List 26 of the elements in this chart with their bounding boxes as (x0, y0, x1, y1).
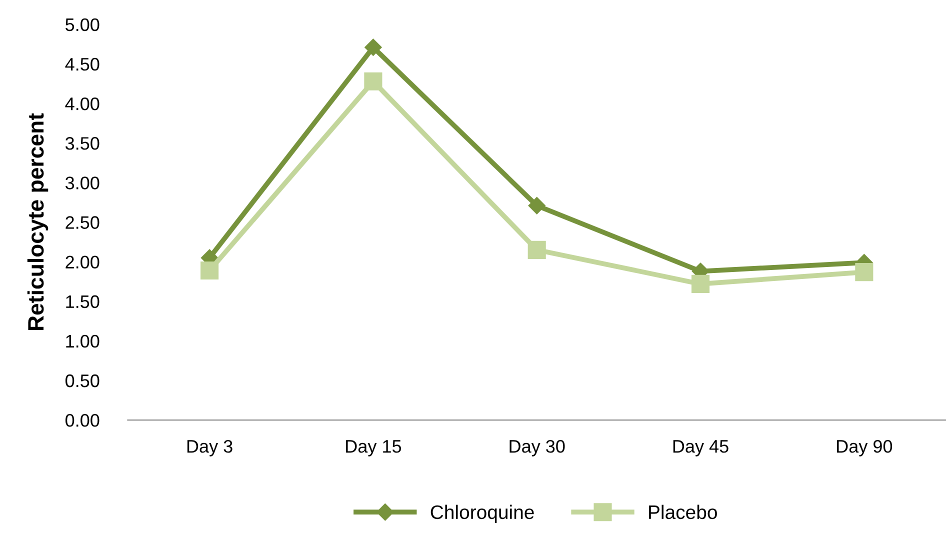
y-tick-label: 3.50 (65, 137, 100, 150)
x-tick-label: Day 45 (673, 440, 728, 456)
legend-label: Chloroquine (430, 504, 534, 523)
x-tick-label: Day 90 (837, 440, 892, 456)
x-tick-label: Day 15 (346, 440, 402, 456)
point (528, 240, 546, 259)
y-tick-label: 3.00 (65, 176, 100, 190)
point (855, 263, 874, 282)
y-tick-label: 5.00 (66, 18, 100, 32)
y-tick-label: 0.00 (66, 414, 100, 427)
point (528, 197, 546, 214)
y-tick-label: 0.50 (66, 374, 100, 388)
point (200, 261, 219, 280)
point (364, 38, 382, 56)
x-tick-label: Day 3 (187, 440, 232, 456)
y-tick-label: 2.50 (66, 216, 100, 229)
point (364, 72, 382, 90)
y-tick-label: 4.00 (65, 97, 100, 110)
y-tick-label: 4.50 (65, 58, 100, 71)
y-tick-label: 1.00 (66, 334, 100, 348)
y-tick-label: 1.50 (66, 295, 100, 308)
y-tick-label: 2.00 (66, 256, 100, 269)
point (691, 274, 710, 293)
y-axis-title: Reticulocyte percent (27, 113, 48, 330)
legend-label: Placebo (649, 504, 717, 520)
x-tick-label: Day 30 (510, 440, 565, 456)
